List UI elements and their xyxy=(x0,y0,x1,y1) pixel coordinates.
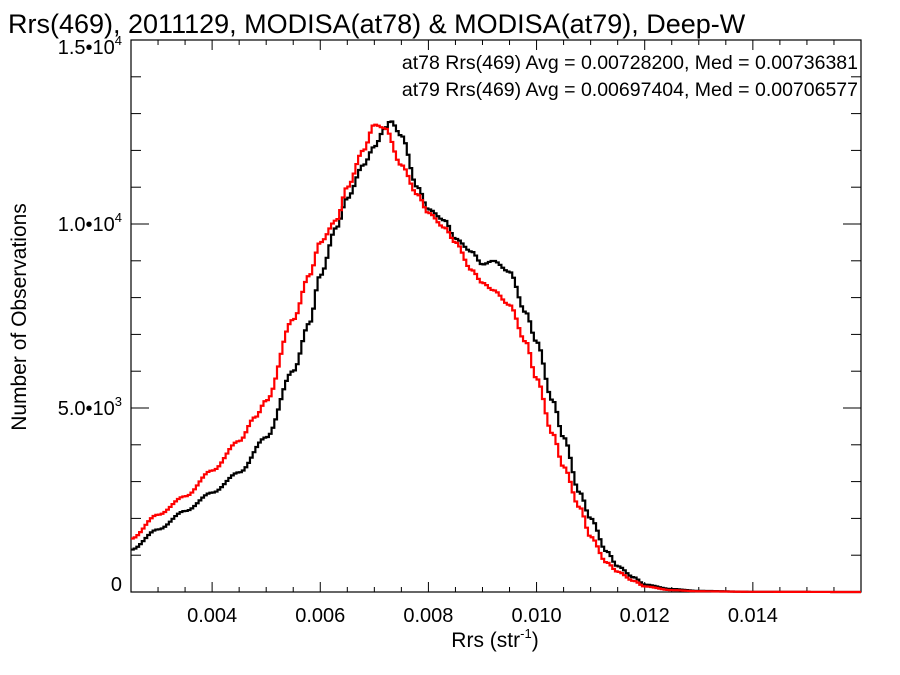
x-tick-label: 0.010 xyxy=(512,605,562,627)
x-tick-label: 0.006 xyxy=(295,605,345,627)
x-axis-label-text: Rrs (str xyxy=(451,629,520,652)
x-axis-label-superscript: -1 xyxy=(520,626,532,641)
x-tick-label: 0.014 xyxy=(728,605,778,627)
plot-axes xyxy=(130,39,862,593)
plot-frame xyxy=(130,39,862,593)
y-axis-label: Number of Observations xyxy=(8,203,31,431)
series-annotation-at78: at78 Rrs(469) Avg = 0.00728200, Med = 0.… xyxy=(402,52,858,74)
x-tick-labels: 0.004 0.006 0.008 0.010 0.012 0.014 xyxy=(187,605,778,627)
series-line-at79 xyxy=(131,123,861,594)
x-axis-label-close: ) xyxy=(532,629,539,652)
y-tick-label: 5.0•103 xyxy=(58,394,122,420)
y-tick-label: 0 xyxy=(111,574,122,596)
series-line-at78 xyxy=(131,120,861,594)
y-tick-label: 1.5•104 xyxy=(58,33,122,59)
y-tick-labels: 0 5.0•103 1.0•104 1.5•104 xyxy=(58,33,122,596)
x-tick-label: 0.008 xyxy=(403,605,453,627)
series-annotation-at79: at79 Rrs(469) Avg = 0.00697404, Med = 0.… xyxy=(402,79,858,101)
x-tick-label: 0.012 xyxy=(620,605,670,627)
series-lines xyxy=(131,120,861,594)
x-tick-label: 0.004 xyxy=(187,605,237,627)
x-axis-label: Rrs (str-1) xyxy=(451,626,538,652)
chart-title: Rrs(469), 2011129, MODISA(at78) & MODISA… xyxy=(8,9,746,39)
y-tick-label: 1.0•104 xyxy=(58,210,122,236)
